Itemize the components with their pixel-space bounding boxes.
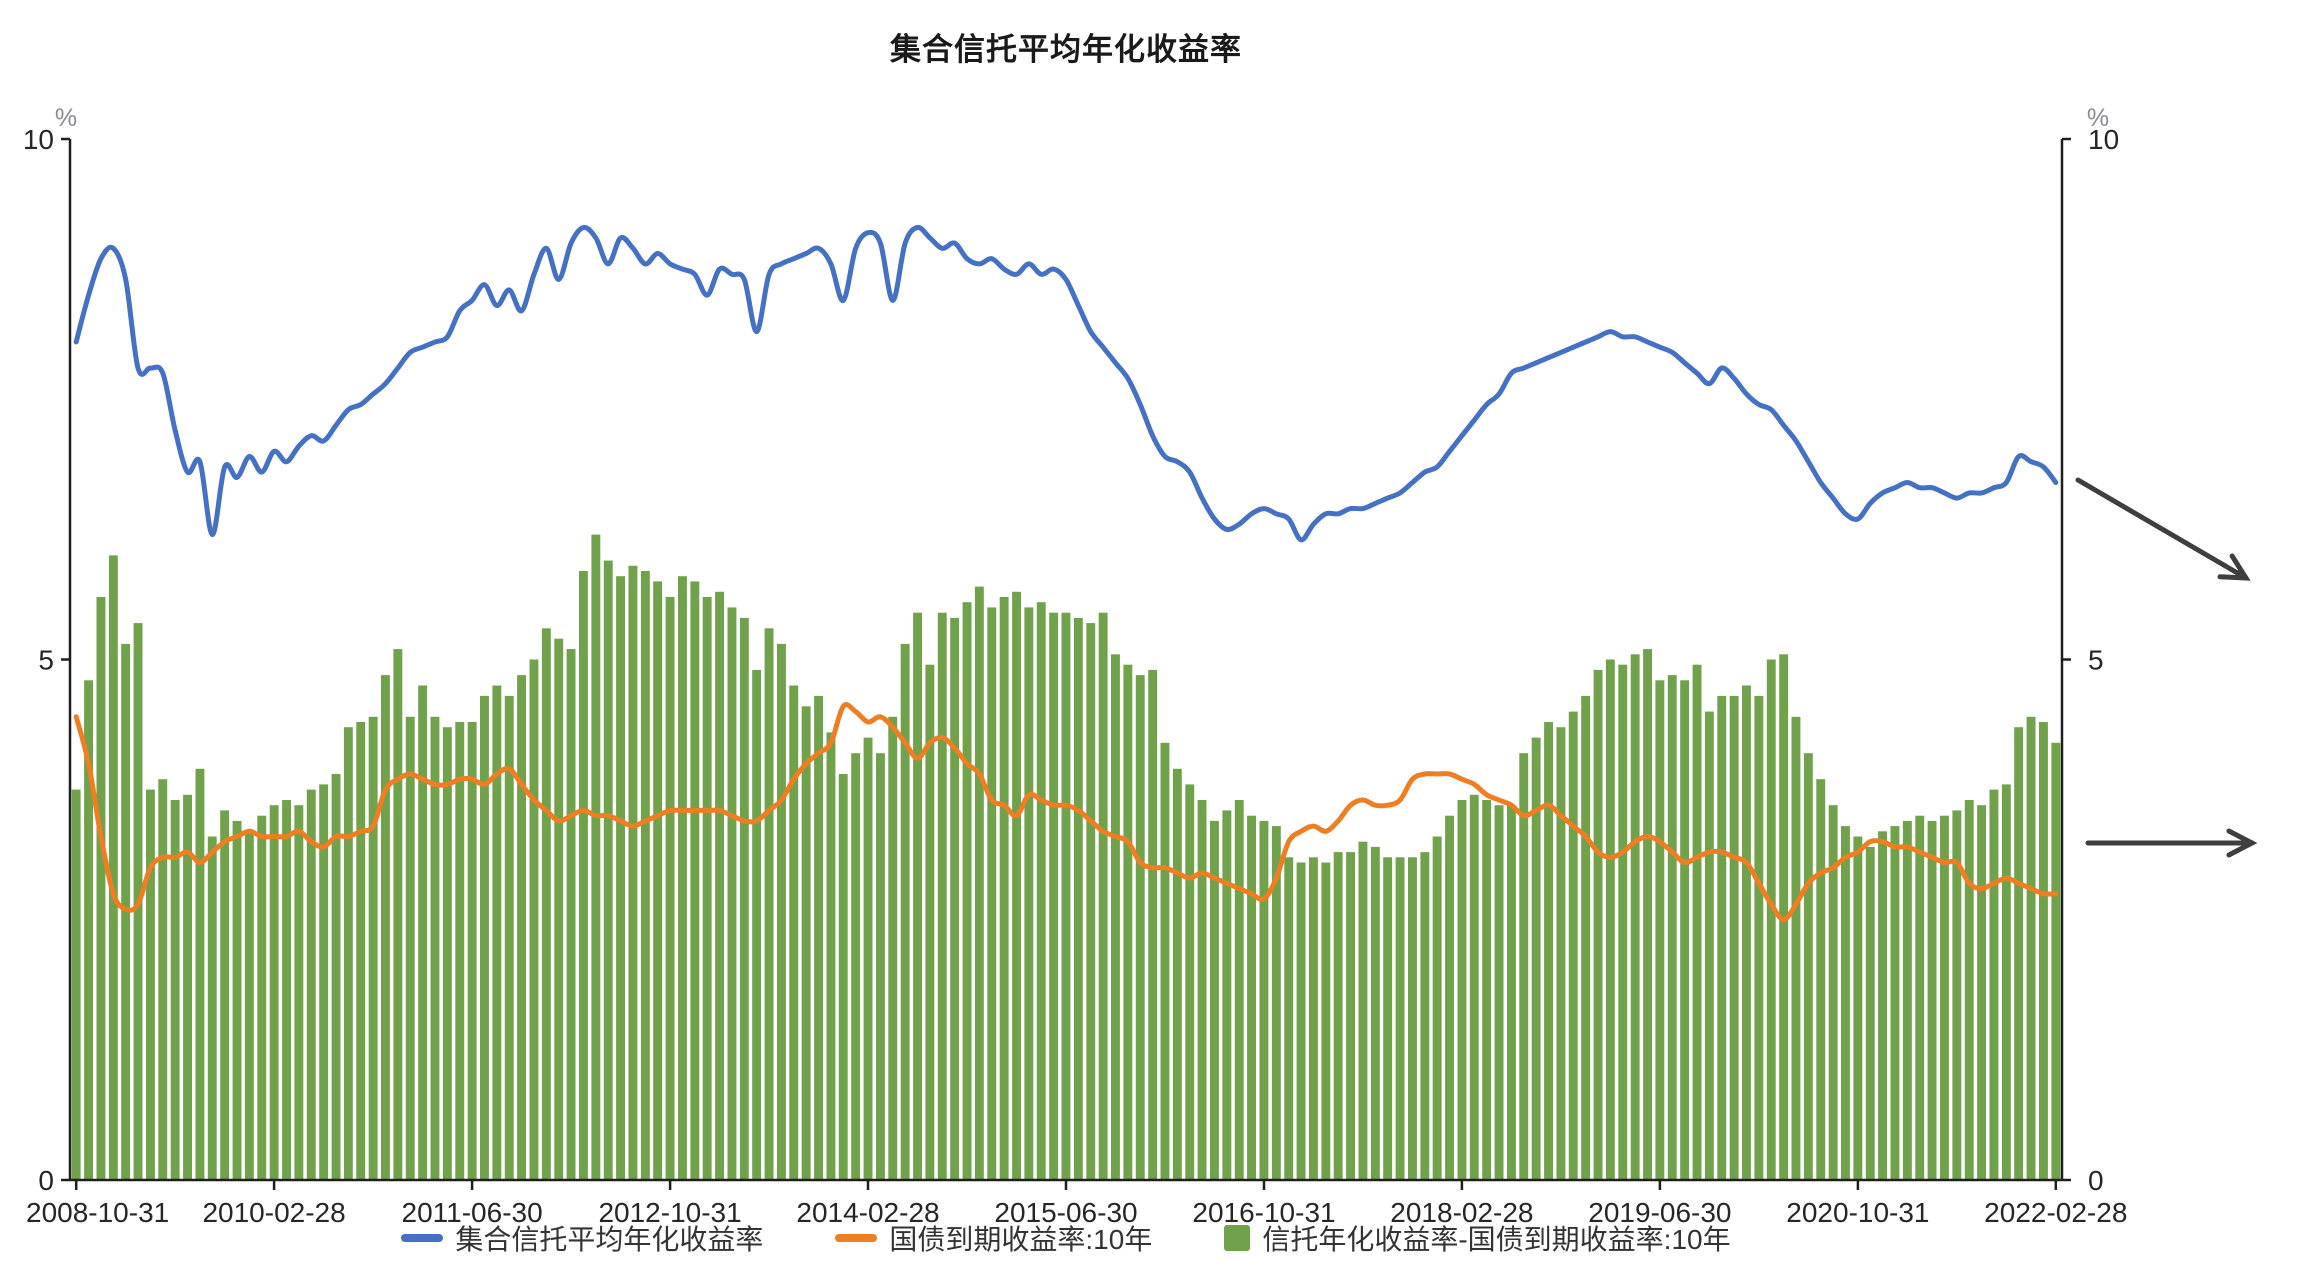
- trust-yield-trend-arrow: [2075, 477, 2251, 581]
- legend: 集合信托平均年化收益率 国债到期收益率:10年 信托年化收益率-国债到期收益率:…: [70, 1216, 2062, 1260]
- x-tick-label: 2011-06-30: [402, 1197, 543, 1228]
- x-tick-label: 2018-02-28: [1390, 1197, 1533, 1228]
- x-tick-label: 2022-02-28: [1984, 1197, 2127, 1228]
- right-y-tick-label: 0: [2088, 1165, 2104, 1196]
- bond-yield-line: [73, 702, 2059, 923]
- bar-series-marker-icon: [1224, 1225, 1251, 1251]
- legend-label-bond-yield: 国债到期收益率:10年: [889, 1224, 1153, 1255]
- x-tick-label: 2008-10-31: [26, 1197, 169, 1228]
- left-y-tick-label: 0: [38, 1165, 54, 1196]
- x-tick-label: 2014-02-28: [796, 1197, 939, 1228]
- right-y-tick-label: 5: [2088, 645, 2104, 676]
- left-y-tick-label: 10: [23, 124, 54, 155]
- line-series-marker-icon: [401, 1234, 444, 1242]
- legend-label-trust-yield: 集合信托平均年化收益率: [455, 1224, 764, 1255]
- trust-yield-line: [73, 224, 2059, 543]
- x-tick-label: 2020-10-31: [1786, 1197, 1929, 1228]
- x-tick-label: 2016-10-31: [1192, 1197, 1335, 1228]
- legend-item-yield-spread[interactable]: 信托年化收益率-国债到期收益率:10年: [1224, 1218, 1731, 1258]
- chart-title: 集合信托平均年化收益率: [890, 32, 1242, 67]
- x-tick-label: 2010-02-28: [202, 1197, 345, 1228]
- axis-tick-labels: 0 5 10 0 5 10 2008-10-31 2010-02-28 2011-06-30 20…: [23, 124, 2128, 1228]
- left-y-tick-label: 5: [38, 645, 54, 676]
- line-series-marker-icon: [835, 1234, 878, 1242]
- legend-item-bond-yield[interactable]: 国债到期收益率:10年: [835, 1218, 1152, 1258]
- x-tick-label: 2012-10-31: [598, 1197, 741, 1228]
- legend-item-trust-yield[interactable]: 集合信托平均年化收益率: [401, 1218, 763, 1258]
- bond-yield-trend-arrow: [2085, 828, 2258, 858]
- x-tick-label: 2019-06-30: [1588, 1197, 1731, 1228]
- legend-label-yield-spread: 信托年化收益率-国债到期收益率:10年: [1262, 1224, 1731, 1255]
- x-tick-label: 2015-06-30: [994, 1197, 1137, 1228]
- right-axis-unit: %: [2087, 104, 2109, 132]
- left-axis-unit: %: [55, 104, 77, 132]
- axes: [61, 137, 2071, 1190]
- right-y-tick-label: 10: [2088, 124, 2119, 155]
- difference-bar-series: [71, 534, 2061, 1181]
- axis-unit-labels: %%: [55, 104, 2109, 132]
